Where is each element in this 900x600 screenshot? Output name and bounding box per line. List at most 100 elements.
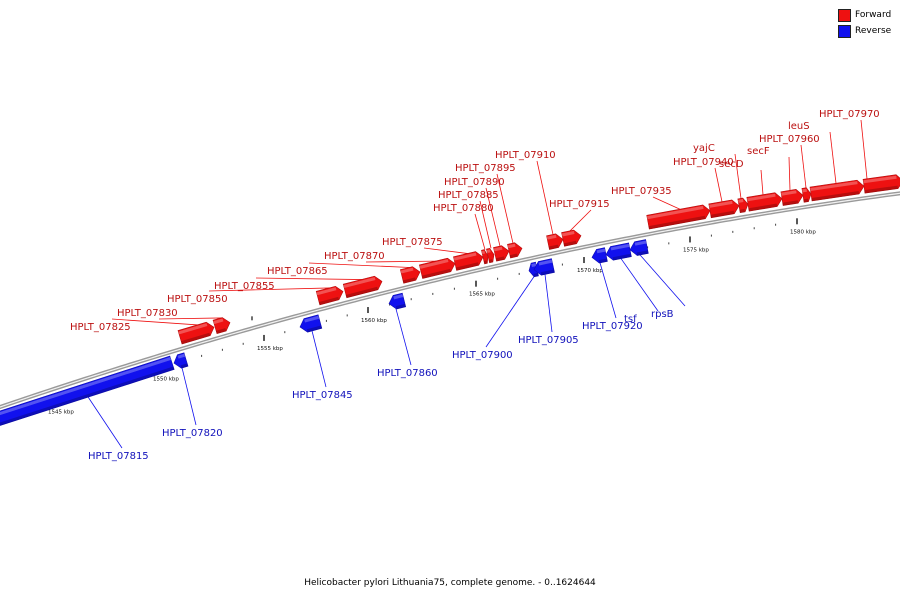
gene-yajc bbox=[737, 197, 749, 214]
gene-shadow bbox=[180, 363, 189, 369]
gene-arrow bbox=[646, 204, 711, 230]
minor-tick bbox=[221, 348, 223, 351]
gene-hplt_07905 bbox=[533, 258, 555, 276]
gene-hplt_07885 bbox=[486, 248, 495, 264]
leader-line bbox=[365, 260, 437, 263]
gene-hplt_07875 bbox=[453, 251, 484, 271]
gene-label: HPLT_07820 bbox=[162, 428, 223, 439]
minor-tick bbox=[410, 298, 412, 301]
gene-shadow bbox=[648, 215, 706, 230]
gene-arrow bbox=[315, 285, 344, 306]
gene-shadow bbox=[319, 296, 339, 305]
leader-line bbox=[111, 318, 199, 326]
gene-shadow bbox=[811, 191, 860, 201]
gene-label: HPLT_07920 bbox=[582, 321, 643, 332]
minor-tick bbox=[518, 272, 520, 275]
leader-line bbox=[569, 209, 592, 232]
minor-tick bbox=[647, 246, 649, 249]
gene-highlight bbox=[646, 205, 704, 220]
label-leader-lines bbox=[87, 119, 868, 449]
gene-arrow bbox=[388, 292, 407, 310]
gene-hplt_07865 bbox=[399, 266, 421, 284]
leader-line bbox=[87, 396, 123, 449]
gene-arrow bbox=[605, 242, 632, 261]
gene-label: leuS bbox=[788, 121, 810, 132]
gene-label: HPLT_07895 bbox=[455, 163, 516, 174]
gene-secd bbox=[746, 192, 783, 212]
leader-line bbox=[311, 330, 327, 388]
gene-label: HPLT_07860 bbox=[377, 368, 438, 379]
gene-highlight bbox=[393, 294, 404, 300]
gene-hplt_07830 bbox=[212, 317, 231, 335]
gene-label: HPLT_07845 bbox=[292, 390, 353, 401]
genome-caption: Helicobacter pylori Lithuania75, complet… bbox=[304, 578, 596, 588]
leader-line bbox=[479, 200, 492, 249]
gene-shadow bbox=[598, 258, 608, 264]
gene-hplt_07870 bbox=[419, 257, 456, 279]
gene-shadow bbox=[483, 260, 488, 264]
gene-label: HPLT_07935 bbox=[611, 186, 672, 197]
gene-shadow bbox=[748, 203, 778, 212]
gene-highlight bbox=[561, 231, 575, 237]
gene-arrow bbox=[507, 242, 523, 259]
gene-label: HPLT_07885 bbox=[438, 190, 499, 201]
gene-highlight bbox=[493, 246, 503, 252]
gene-shadow bbox=[421, 268, 451, 279]
gene-label: HPLT_07850 bbox=[167, 294, 228, 305]
minor-tick bbox=[497, 277, 499, 280]
leader-line bbox=[599, 262, 617, 319]
gene-hplt_07940 bbox=[708, 199, 740, 219]
legend-reverse-label: Reverse bbox=[855, 26, 892, 36]
gene-label: rpsB bbox=[651, 309, 674, 320]
gene-shadow bbox=[455, 262, 479, 271]
gene-hplt_07915 bbox=[561, 229, 582, 247]
gene-highlight bbox=[177, 353, 186, 359]
leader-line bbox=[536, 160, 554, 235]
gene-arrow bbox=[399, 266, 421, 284]
gene-hplt_07845 bbox=[299, 314, 323, 333]
leader-line bbox=[620, 258, 659, 312]
gene-highlight bbox=[507, 243, 516, 249]
gene-label: HPLT_07830 bbox=[117, 308, 178, 319]
minor-tick bbox=[432, 292, 434, 295]
gene-arrow bbox=[173, 352, 189, 369]
gene-highlight bbox=[304, 315, 320, 323]
leader-line bbox=[496, 173, 514, 244]
gene-arrow bbox=[737, 197, 749, 214]
gene-shadow bbox=[710, 210, 735, 218]
gene-arrow bbox=[493, 245, 510, 262]
gene-shadow bbox=[782, 200, 799, 206]
leader-line bbox=[255, 277, 363, 280]
gene-arrow bbox=[708, 199, 740, 219]
gene-hplt_07880 bbox=[481, 249, 489, 265]
gene-label: HPLT_07875 bbox=[382, 237, 443, 248]
gene-leus bbox=[809, 179, 865, 202]
gene-shadow bbox=[636, 250, 649, 256]
gene-shadow bbox=[306, 325, 322, 333]
leader-line bbox=[652, 196, 681, 210]
leader-line bbox=[208, 287, 331, 292]
minor-tick bbox=[753, 227, 755, 230]
gene-highlight bbox=[546, 234, 557, 240]
gene-highlight bbox=[737, 199, 744, 203]
minor-tick bbox=[453, 287, 455, 290]
genome-backbone bbox=[0, 191, 900, 410]
gene-hplt_07855 bbox=[342, 275, 383, 299]
tick-label: 1545 kbp bbox=[48, 410, 74, 416]
minor-tick bbox=[389, 303, 391, 306]
gene-arrow bbox=[212, 317, 231, 335]
minor-tick bbox=[775, 223, 777, 226]
gene-shadow bbox=[0, 366, 175, 427]
leader-line bbox=[788, 156, 791, 191]
gene-rpsb bbox=[629, 239, 649, 256]
gene-tsf bbox=[605, 242, 632, 261]
gene-arrow bbox=[342, 275, 383, 299]
gene-arrow bbox=[419, 257, 456, 279]
backbone-inner bbox=[0, 192, 900, 408]
minor-tick bbox=[710, 234, 712, 237]
gene-highlight bbox=[453, 252, 477, 261]
tick-label: 1565 kbp bbox=[469, 292, 495, 298]
leader-line bbox=[485, 187, 501, 247]
gene-highlight bbox=[486, 249, 491, 254]
gene-arrow bbox=[780, 189, 804, 206]
